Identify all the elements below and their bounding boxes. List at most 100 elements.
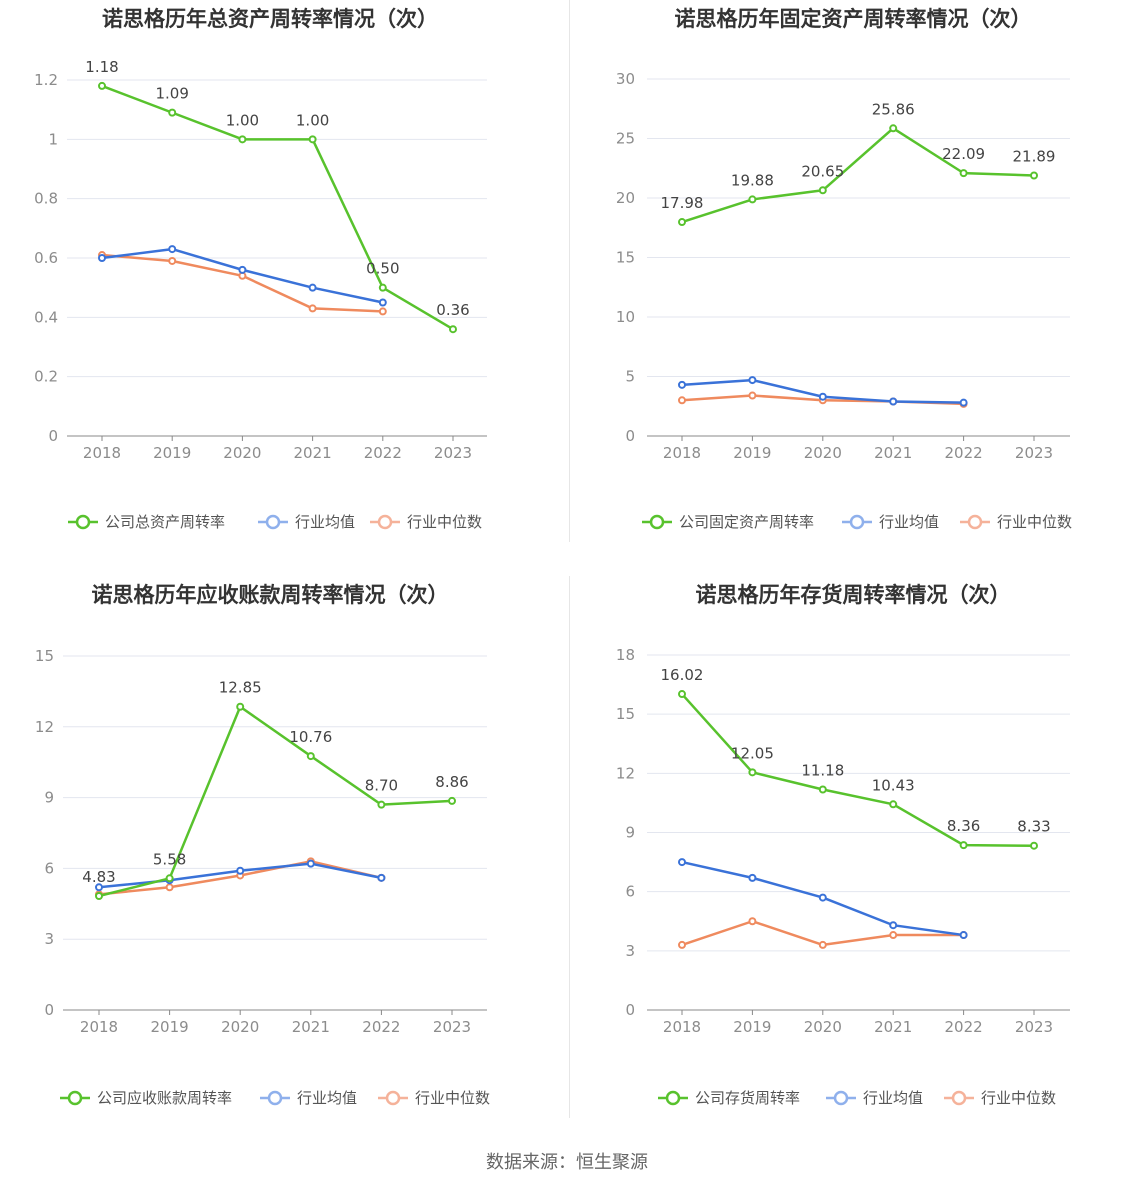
legend-item[interactable]: 公司总资产周转率 — [68, 513, 225, 531]
data-point — [959, 931, 968, 940]
data-point — [165, 874, 174, 883]
data-label: 19.88 — [731, 171, 774, 189]
data-point — [168, 108, 177, 117]
x-tick-label: 2021 — [874, 444, 912, 462]
y-tick-label: 1.2 — [34, 71, 58, 89]
data-point — [678, 690, 686, 699]
legend-label: 公司存货周转率 — [695, 1089, 800, 1107]
data-point — [306, 752, 315, 761]
chart-total-asset-turnover: 诺思格历年总资产周转率情况（次） 0 0.2 0.4 0.6 0.8 1 1.2 2018 201… — [0, 0, 567, 576]
legend-item[interactable]: 公司固定资产周转率 — [642, 513, 814, 531]
y-tick-label: 20 — [616, 189, 635, 207]
data-label: 1.00 — [296, 111, 329, 129]
legend-item[interactable]: 公司应收账款周转率 — [60, 1089, 232, 1107]
legend-item[interactable]: 行业均值 — [260, 1089, 357, 1107]
data-point — [98, 254, 106, 262]
legend-label: 公司固定资产周转率 — [679, 513, 814, 531]
legend-item[interactable]: 行业均值 — [842, 513, 939, 531]
series-line — [101, 253, 383, 313]
chart-svg: 诺思格历年存货周转率情况（次） 0 3 6 9 12 15 18 2018 2019 2020 202… — [616, 583, 1070, 1107]
y-tick-label: 12 — [616, 764, 635, 782]
data-label: 10.76 — [289, 728, 332, 746]
data-label: 22.09 — [942, 145, 985, 163]
data-point — [678, 858, 686, 867]
data-point — [748, 376, 757, 385]
y-tick-label: 0.4 — [34, 308, 58, 326]
legend-label: 行业中位数 — [997, 513, 1072, 531]
legend-marker — [665, 1090, 681, 1106]
legend-label: 行业中位数 — [981, 1089, 1056, 1107]
legend-item[interactable]: 行业中位数 — [370, 513, 482, 531]
series-line — [98, 705, 453, 898]
data-point — [306, 859, 315, 868]
data-point — [748, 391, 757, 400]
legend-item[interactable]: 行业均值 — [826, 1089, 923, 1107]
y-tick-label: 6 — [44, 859, 54, 877]
data-point — [165, 883, 174, 892]
x-tick-label: 2018 — [663, 444, 701, 462]
vertical-divider-bottom — [569, 576, 570, 1118]
data-point — [1030, 841, 1038, 850]
x-tick-label: 2018 — [663, 1018, 701, 1036]
y-tick-label: 0 — [625, 1001, 635, 1019]
legend-marker — [833, 1090, 849, 1106]
x-tick-label: 2020 — [223, 444, 261, 462]
x-tick-label: 2022 — [945, 444, 983, 462]
data-point — [95, 892, 103, 901]
x-tick-label: 2023 — [1015, 1018, 1053, 1036]
data-label: 17.98 — [661, 194, 704, 212]
legend-item[interactable]: 行业中位数 — [960, 513, 1072, 531]
legend-item[interactable]: 行业中位数 — [944, 1089, 1056, 1107]
y-tick-label: 18 — [616, 646, 635, 664]
y-tick-label: 9 — [625, 824, 635, 842]
legend-marker — [967, 514, 983, 530]
data-point — [959, 169, 968, 178]
data-point — [448, 796, 456, 805]
legend-item[interactable]: 公司存货周转率 — [658, 1089, 800, 1107]
data-label: 0.36 — [436, 301, 469, 319]
data-point — [168, 256, 177, 265]
data-point — [748, 873, 757, 882]
data-label: 8.36 — [947, 817, 980, 835]
legend-marker — [377, 514, 393, 530]
data-point — [308, 283, 317, 292]
data-point — [959, 398, 968, 407]
y-tick-label: 6 — [625, 883, 635, 901]
y-tick-label: 30 — [616, 70, 635, 88]
chart-title: 诺思格历年总资产周转率情况（次） — [102, 7, 438, 31]
data-label: 1.09 — [155, 85, 188, 103]
vertical-divider-top — [569, 0, 570, 542]
data-point — [238, 135, 247, 144]
data-point — [678, 396, 686, 405]
data-label: 25.86 — [872, 100, 915, 118]
data-point — [308, 135, 317, 144]
series-line — [101, 84, 454, 331]
legend-item[interactable]: 行业中位数 — [378, 1089, 490, 1107]
legend-label: 行业均值 — [295, 513, 355, 531]
series-line — [681, 693, 1035, 847]
y-tick-label: 3 — [625, 942, 635, 960]
chart-title: 诺思格历年应收账款周转率情况（次） — [92, 583, 449, 607]
y-tick-label: 3 — [44, 930, 54, 948]
x-tick-label: 2020 — [804, 1018, 842, 1036]
data-point — [378, 298, 387, 307]
x-tick-label: 2018 — [83, 444, 121, 462]
x-tick-label: 2019 — [733, 444, 771, 462]
data-point — [168, 245, 177, 254]
data-label: 8.33 — [1017, 818, 1050, 836]
x-tick-label: 2023 — [433, 1018, 471, 1036]
legend-item[interactable]: 行业均值 — [258, 513, 355, 531]
data-point — [678, 380, 686, 389]
chart-fixed-asset-turnover: 诺思格历年固定资产周转率情况（次） 0 5 10 15 20 25 30 2018 2019 202… — [567, 0, 1134, 576]
x-tick-label: 2019 — [151, 1018, 189, 1036]
x-tick-label: 2019 — [153, 444, 191, 462]
data-label: 11.18 — [801, 762, 844, 780]
x-tick-label: 2022 — [364, 444, 402, 462]
data-point — [818, 392, 827, 401]
data-label: 10.43 — [872, 776, 915, 794]
data-point — [818, 785, 827, 794]
data-point — [748, 917, 757, 926]
data-label: 12.05 — [731, 744, 774, 762]
legend-label: 公司应收账款周转率 — [97, 1089, 232, 1107]
y-tick-label: 12 — [35, 718, 54, 736]
